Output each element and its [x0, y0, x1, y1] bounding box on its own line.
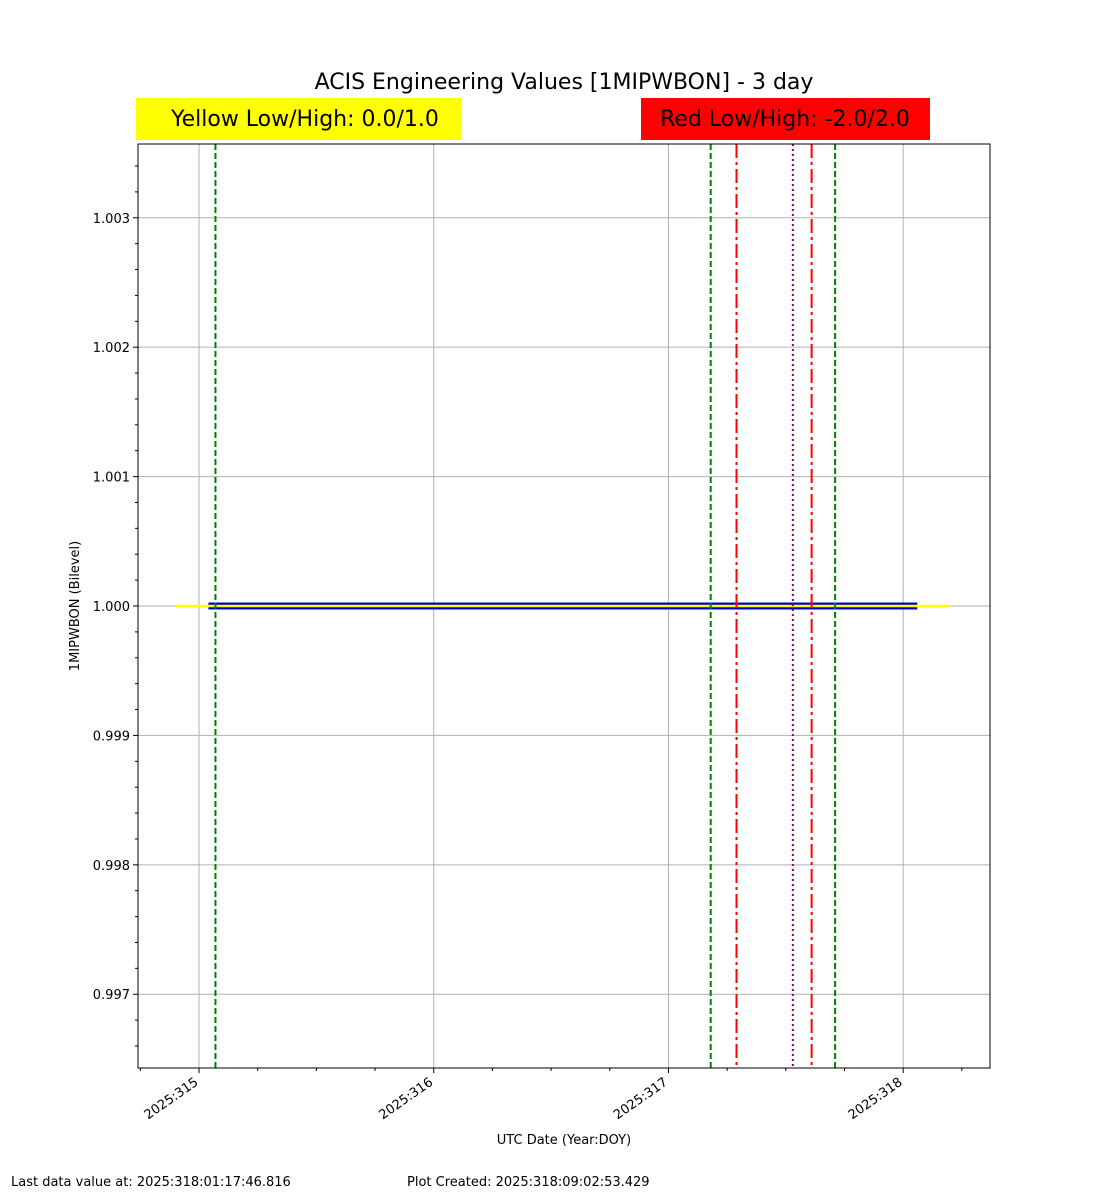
- x-tick-label: 2025:315: [142, 1075, 202, 1123]
- axis-ticks: 2025:315 2025:316 2025:317 2025:318 0.997 0.9…: [93, 165, 963, 1123]
- y-tick-label: 1.000: [93, 600, 130, 615]
- y-tick-label: 0.999: [93, 729, 130, 744]
- last-data-timestamp: Last data value at: 2025:318:01:17:46.81…: [11, 1175, 291, 1190]
- y-tick-label: 1.001: [93, 471, 130, 486]
- x-tick-label: 2025:318: [846, 1075, 906, 1123]
- red-limit-label: Red Low/High: -2.0/2.0: [660, 107, 910, 132]
- yellow-limit-box: Yellow Low/High: 0.0/1.0: [136, 98, 461, 140]
- y-tick-label: 1.002: [93, 341, 130, 356]
- x-tick-label: 2025:316: [376, 1075, 436, 1123]
- y-tick-label: 1.003: [93, 212, 130, 227]
- y-axis-label: 1MIPWBON (Bilevel): [68, 541, 83, 671]
- y-tick-label: 0.998: [93, 859, 130, 874]
- event-lines: [214, 144, 837, 1068]
- x-axis-label: UTC Date (Year:DOY): [497, 1133, 631, 1148]
- plot-created-timestamp: Plot Created: 2025:318:09:02:53.429: [407, 1175, 650, 1190]
- y-tick-label: 0.997: [93, 988, 130, 1003]
- red-limit-box: Red Low/High: -2.0/2.0: [641, 98, 930, 140]
- x-tick-label: 2025:317: [611, 1075, 671, 1123]
- yellow-limit-label: Yellow Low/High: 0.0/1.0: [170, 107, 439, 132]
- chart-title: ACIS Engineering Values [1MIPWBON] - 3 d…: [315, 70, 814, 95]
